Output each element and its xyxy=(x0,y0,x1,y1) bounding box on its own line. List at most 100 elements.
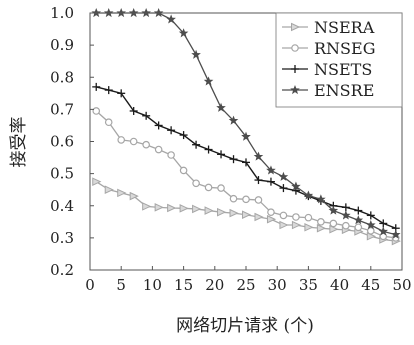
x-axis-label: 网络切片请求 (个) xyxy=(176,316,314,336)
point-nsera-triangle-marker xyxy=(329,224,339,234)
point-nsera-triangle-marker xyxy=(179,204,189,213)
point-nsera-triangle-marker xyxy=(192,204,202,214)
point-ensre-star-marker xyxy=(228,115,239,125)
x-tick-label: 0 xyxy=(85,276,95,294)
point-nsera-triangle-marker xyxy=(229,208,239,218)
legend: NSERA RNSEG NSETS ENSRE xyxy=(275,12,403,108)
x-tick-label: 10 xyxy=(143,276,162,294)
legend-circle-marker xyxy=(291,44,299,52)
legend-entry-rnseg: RNSEG xyxy=(282,39,375,58)
point-nsera-triangle-marker xyxy=(217,207,227,217)
x-tick-label: 35 xyxy=(299,276,318,294)
point-ensre-star-marker xyxy=(341,210,351,220)
point-nsets-plus-marker xyxy=(154,121,163,130)
point-nsera-triangle-marker xyxy=(204,206,214,215)
point-rnseg-circle-marker xyxy=(329,219,338,228)
point-nsera-triangle-marker xyxy=(304,222,314,232)
y-axis-label: 接受率 xyxy=(9,117,29,168)
point-nsets-plus-marker xyxy=(254,176,263,185)
point-rnseg-circle-marker xyxy=(179,166,188,175)
x-tick-label: 25 xyxy=(236,276,255,294)
legend-entry-ensre: ENSRE xyxy=(282,81,374,100)
point-nsera-triangle-marker xyxy=(117,188,127,198)
point-rnseg-circle-marker xyxy=(304,213,313,222)
point-nsets-plus-marker xyxy=(92,82,101,91)
point-nsets-plus-marker xyxy=(192,140,201,149)
y-tick-label: 0.6 xyxy=(50,133,74,151)
point-rnseg-circle-marker xyxy=(117,136,126,144)
point-nsets-plus-marker xyxy=(129,106,138,115)
point-rnseg-circle-marker xyxy=(167,151,175,159)
point-rnseg-circle-marker xyxy=(229,194,238,203)
point-rnseg-circle-marker xyxy=(342,221,350,230)
point-nsets-plus-marker xyxy=(266,177,275,186)
point-nsets-plus-marker xyxy=(279,184,288,193)
point-nsets-plus-marker xyxy=(179,131,188,140)
point-ensre-star-marker xyxy=(203,76,214,86)
x-tick-label: 5 xyxy=(116,276,126,294)
point-nsera-triangle-marker xyxy=(254,212,264,222)
point-ensre-star-marker xyxy=(291,181,301,191)
legend-plus-marker xyxy=(291,65,299,73)
series-line-nsera xyxy=(95,181,396,242)
point-ensre-star-marker xyxy=(166,14,176,24)
y-tick-label: 1.0 xyxy=(50,4,74,22)
series-line-nsets xyxy=(96,86,397,229)
point-ensre-star-marker xyxy=(316,194,326,204)
point-nsets-plus-marker xyxy=(167,126,176,135)
point-rnseg-circle-marker xyxy=(292,213,300,221)
point-nsets-plus-marker xyxy=(204,145,213,154)
legend-entry-nsets: NSETS xyxy=(282,60,372,79)
point-nsera-triangle-marker xyxy=(291,220,302,230)
point-nsera-triangle-marker xyxy=(129,191,139,201)
point-rnseg-circle-marker xyxy=(366,227,375,235)
point-nsets-plus-marker xyxy=(142,111,151,120)
axes: 0 5 10 15 20 25 30 35 40 45 50 0.2 0.3 0.4 0.5 0.6 0.7 0.… xyxy=(50,4,411,294)
x-tick-label: 30 xyxy=(268,276,287,294)
point-nsets-plus-marker xyxy=(354,206,363,215)
point-rnseg-circle-marker xyxy=(92,107,101,115)
legend-triangle-marker xyxy=(291,22,301,32)
point-rnseg-circle-marker xyxy=(204,183,213,192)
point-ensre-star-marker xyxy=(216,102,226,112)
point-nsets-plus-marker xyxy=(217,150,226,159)
y-tick-label: 0.7 xyxy=(50,100,74,118)
point-ensre-star-marker xyxy=(328,205,339,215)
point-ensre-star-marker xyxy=(241,131,251,141)
point-nsera-triangle-marker xyxy=(154,203,164,212)
point-ensre-star-marker xyxy=(191,49,201,59)
y-tick-label: 0.3 xyxy=(50,229,74,247)
point-nsera-triangle-marker xyxy=(242,210,252,220)
series-line-rnseg xyxy=(95,110,396,239)
legend-label: NSERA xyxy=(314,18,375,37)
point-ensre-star-marker xyxy=(353,215,364,225)
point-ensre-star-marker xyxy=(366,219,376,230)
point-nsera-triangle-marker xyxy=(167,203,177,213)
y-tick-label: 0.2 xyxy=(50,261,74,279)
legend-star-marker xyxy=(290,84,300,95)
legend-label: ENSRE xyxy=(314,81,374,100)
point-nsera-triangle-marker xyxy=(266,214,277,224)
point-rnseg-circle-marker xyxy=(354,223,363,232)
point-ensre-star-marker xyxy=(278,171,289,181)
point-nsera-triangle-marker xyxy=(279,220,289,230)
x-tick-label: 50 xyxy=(392,276,411,294)
point-rnseg-circle-marker xyxy=(192,179,200,188)
point-rnseg-circle-marker xyxy=(254,196,263,204)
point-rnseg-circle-marker xyxy=(267,208,275,216)
point-nsera-triangle-marker xyxy=(142,202,152,211)
x-tick-label: 20 xyxy=(205,276,224,294)
point-rnseg-circle-marker xyxy=(142,140,150,149)
series-rnseg xyxy=(92,107,400,242)
y-tick-label: 0.4 xyxy=(50,197,74,215)
point-rnseg-circle-marker xyxy=(279,211,288,220)
point-ensre-star-marker xyxy=(303,190,314,200)
point-ensre-star-marker xyxy=(378,226,389,236)
legend-entry-nsera: NSERA xyxy=(282,18,375,37)
legend-label: RNSEG xyxy=(314,39,375,58)
x-tick-label: 45 xyxy=(361,276,380,294)
point-ensre-star-marker xyxy=(390,229,401,239)
point-rnseg-circle-marker xyxy=(104,118,113,127)
point-nsets-plus-marker xyxy=(242,158,250,167)
point-nsets-plus-marker xyxy=(104,86,113,95)
